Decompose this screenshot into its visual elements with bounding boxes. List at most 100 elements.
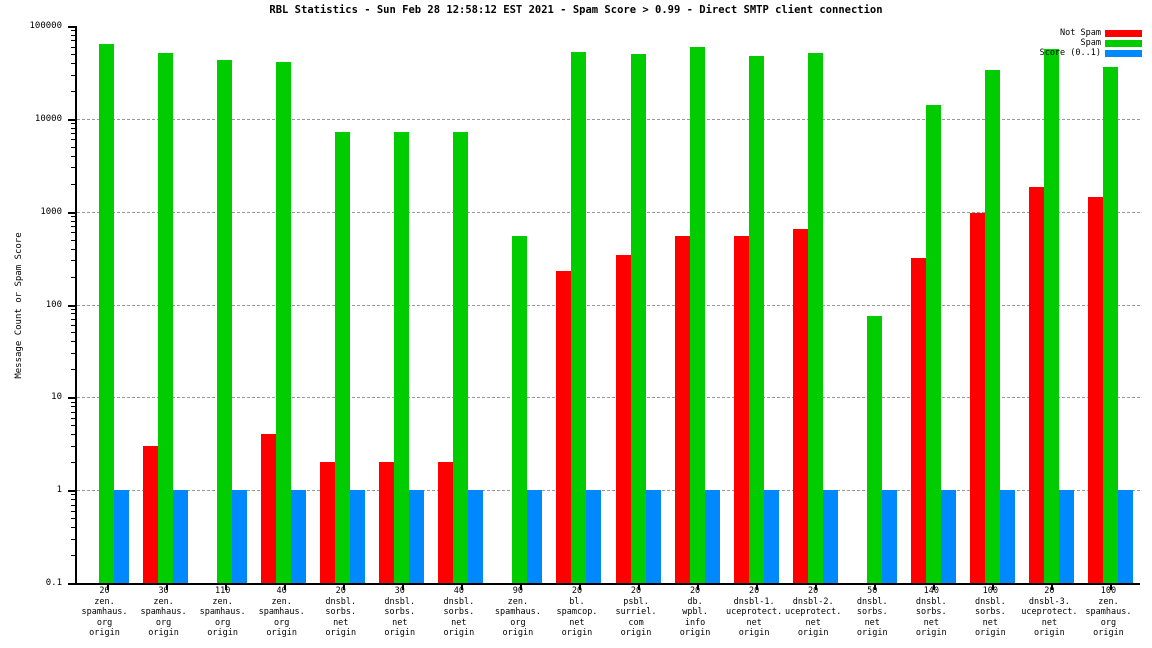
x-axis-tick	[992, 583, 995, 590]
bar-spam	[394, 132, 410, 583]
x-axis-label-line: wpbl.	[682, 607, 708, 617]
y-axis-tick	[68, 397, 77, 400]
x-axis-label-line: 40	[453, 586, 464, 596]
x-axis-label-line: sorbs.	[915, 607, 947, 617]
bar-notspam	[615, 254, 631, 583]
x-axis-label-line: origin	[325, 628, 357, 638]
x-axis-label-line: info	[684, 617, 706, 628]
bar-spam	[453, 132, 469, 583]
x-axis-label-line: dnsbl.	[384, 596, 416, 607]
x-axis-tick-label: 20 dnsbl. sorbs. net origin	[311, 586, 370, 639]
x-axis-label-line: origin	[679, 628, 711, 638]
y-axis-minor-tick	[71, 215, 77, 217]
bar-group	[195, 26, 254, 583]
bar-group	[845, 26, 904, 583]
x-axis-label-line: 20	[99, 586, 110, 596]
x-axis-label-line: origin	[620, 628, 652, 638]
x-axis-label-line: org	[214, 617, 231, 628]
y-axis-minor-tick	[71, 369, 77, 371]
bar-group	[786, 26, 845, 583]
bar-notspam	[143, 445, 159, 583]
x-axis-label-line: 30	[394, 586, 405, 596]
bar-spam	[1043, 49, 1059, 583]
y-axis-minor-tick	[71, 510, 77, 512]
x-axis-tick	[933, 583, 936, 590]
bar-notspam	[261, 434, 277, 583]
y-axis-tick-labels: 0.1 1 10 100 1000 10000 100000	[0, 22, 66, 588]
y-axis-tick-label: 10	[51, 392, 62, 403]
x-axis-label-line: sorbs.	[325, 607, 357, 617]
x-axis-label-line: dnsbl.	[915, 596, 947, 607]
y-axis-minor-tick	[71, 494, 77, 496]
bar-notspam	[438, 462, 454, 583]
x-axis-label-line: org	[155, 617, 172, 628]
y-axis-minor-tick	[71, 46, 77, 48]
bar-group	[431, 26, 490, 583]
bar-group	[313, 26, 372, 583]
x-axis-label-line: 40	[276, 586, 287, 596]
bar-notspam	[1087, 196, 1103, 583]
x-axis-label-line: 20	[630, 586, 642, 596]
y-axis-tick-label: 0.1	[45, 578, 62, 588]
x-axis-label-line: dnsbl.	[443, 596, 475, 607]
x-axis-tick-label: 20 psbl. surriel. com origin	[607, 586, 666, 639]
y-axis-minor-tick	[71, 226, 77, 228]
x-axis-label-line: 20	[689, 586, 701, 596]
bar-score	[645, 490, 661, 583]
x-axis-tick-label: 100 dnsbl. sorbs. net origin	[961, 586, 1020, 639]
y-axis-minor-tick	[71, 276, 77, 278]
bar-score	[940, 490, 956, 583]
y-axis-minor-tick	[71, 538, 77, 540]
x-axis-tick-label: 90 zen. spamhaus. org origin	[488, 586, 547, 639]
y-axis-tick	[68, 304, 77, 307]
plot-area	[68, 26, 1140, 590]
x-axis-label-line: org	[1100, 617, 1117, 628]
x-axis-label-line: zen.	[153, 596, 174, 607]
x-axis-label-line: origin	[502, 628, 534, 638]
y-axis-minor-tick	[71, 183, 77, 185]
bar-notspam	[733, 236, 749, 583]
y-axis-minor-tick	[71, 139, 77, 141]
x-axis-label-line: 100	[982, 586, 999, 596]
y-axis-minor-tick	[71, 411, 77, 413]
y-axis-tick-label: 1	[56, 485, 62, 496]
x-axis-label-line: origin	[797, 628, 829, 638]
x-axis-label-line: dnsbl.	[974, 596, 1006, 607]
x-axis-label-line: zen.	[212, 596, 233, 607]
y-axis-minor-tick	[71, 232, 77, 234]
x-axis-label-line: origin	[384, 628, 416, 638]
x-axis-tick	[106, 583, 109, 590]
x-axis-tick-label: 20 bl. spamcop. net origin	[547, 586, 606, 639]
x-axis-label-line: org	[96, 617, 113, 628]
bar-score	[1058, 490, 1074, 583]
x-axis-tick	[283, 583, 286, 590]
legend-item: Score (0..1)	[1040, 48, 1142, 58]
bar-score	[881, 490, 897, 583]
bar-score	[1117, 490, 1133, 583]
bar-group	[136, 26, 195, 583]
x-axis-tick	[165, 583, 168, 590]
bar-group	[490, 26, 549, 583]
legend-swatch	[1105, 49, 1142, 57]
legend-label: Spam	[1080, 38, 1101, 48]
y-axis-minor-tick	[71, 401, 77, 403]
x-axis-label-line: zen.	[507, 596, 529, 607]
y-axis-minor-tick	[71, 425, 77, 427]
bar-spam	[512, 235, 528, 583]
bar-group	[609, 26, 668, 583]
x-axis-label-line: dnsbl.	[856, 596, 888, 607]
gridline	[77, 490, 1140, 492]
x-axis-tick	[1110, 583, 1113, 590]
bar-score	[822, 490, 838, 583]
bar-spam	[571, 52, 587, 583]
bar-score	[527, 490, 543, 583]
x-axis-label-line: dnsbl-3.	[1028, 596, 1070, 607]
chart-legend: Not Spam Spam Score (0..1)	[1040, 28, 1142, 58]
x-axis-tick	[401, 583, 404, 590]
x-axis-label-line: net	[982, 617, 999, 628]
x-axis-label-line: 100	[1100, 586, 1117, 596]
x-axis-label-line: origin	[738, 628, 770, 638]
bar-spam	[217, 60, 233, 583]
y-axis-minor-tick	[71, 74, 77, 76]
y-axis-minor-tick	[71, 406, 77, 408]
